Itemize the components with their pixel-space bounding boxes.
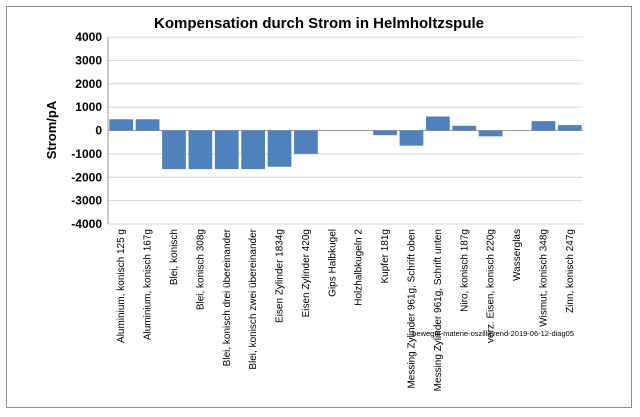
y-axis-label: Strom/pA (44, 100, 59, 159)
x-tick-label: Aluminium, konisch 125 g (116, 229, 127, 343)
y-tick-label: 2000 (75, 77, 102, 91)
bar (214, 130, 239, 170)
bar (478, 130, 503, 137)
x-tick-label: Aluminium, konisch 167g (143, 229, 154, 340)
y-tick-label: 4000 (75, 30, 102, 44)
x-tick-label: Holzhalbkugeln 2 (354, 229, 365, 306)
bar (373, 130, 397, 136)
y-tick-label: -1000 (71, 147, 102, 161)
y-tick-labels: 4000 3000 2000 1000 0 -1000 -2000 -3000 -4000 (71, 30, 102, 231)
x-tick-label: Wasserglas (512, 229, 523, 281)
y-tick-label: 3000 (75, 53, 102, 67)
x-tick-label: Zinn, konisch 247g (565, 229, 576, 313)
y-tick-label: -3000 (71, 194, 102, 208)
x-tick-label: Wismut, konisch 348g (538, 229, 549, 327)
chart-annotation: bewegte-materie-oszillierend-2019-06-12-… (412, 329, 574, 338)
bar (294, 130, 318, 154)
bars (109, 116, 582, 170)
y-tick-label: -4000 (71, 217, 102, 231)
bar (267, 130, 292, 167)
y-tick-label: 0 (95, 124, 102, 138)
x-tick-label: Messing Zylinder 961g, Schrift unten (433, 229, 444, 391)
x-tick-labels: Aluminium, konisch 125 g Aluminium, konis… (116, 228, 576, 391)
x-tick-label: Gips Halbkugel (327, 229, 338, 297)
gridlines (107, 36, 583, 225)
x-tick-label: Blei, konisch drei übereinander (222, 228, 233, 366)
x-tick-label: Eisen Zylinder 1834g (275, 229, 286, 323)
bar (399, 130, 424, 146)
bar (188, 130, 213, 170)
x-tick-label: Blei, konisch (169, 229, 180, 285)
bar (452, 125, 477, 131)
x-tick-label: Blei, konisch zwei übereinander (248, 228, 259, 369)
x-tick-label: Eisen Zylinder 420g (301, 229, 312, 317)
y-tick-label: -2000 (71, 170, 102, 184)
bar (162, 130, 186, 170)
bar (109, 119, 134, 131)
y-tick-label: 1000 (75, 100, 102, 114)
x-tick-label: Kupfer 181g (380, 229, 391, 284)
bar (531, 121, 556, 131)
bar (135, 119, 160, 131)
x-tick-label: verz. Eisen, konisch 220g (486, 229, 497, 343)
x-tick-label: Messing Zylinder 961g, Schrift oben (406, 229, 417, 389)
x-tick-label: Blei, konisch 308g (195, 229, 206, 310)
x-tick-label: Niro, konisch 187g (459, 229, 470, 312)
bar (241, 130, 266, 170)
chart-title: Kompensation durch Strom in Helmholtzspu… (154, 15, 484, 32)
bar (425, 116, 450, 131)
bar (557, 125, 582, 131)
chart-frame (6, 6, 632, 408)
